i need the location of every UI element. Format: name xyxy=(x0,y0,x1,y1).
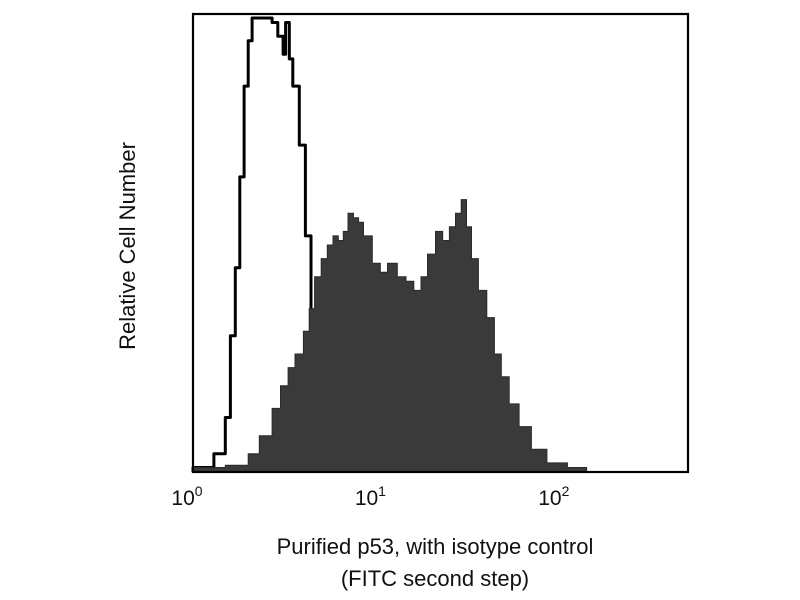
x-tick-label-1: 101 xyxy=(355,483,386,510)
plot-area-border xyxy=(191,12,690,474)
y-axis-title: Relative Cell Number xyxy=(115,142,140,350)
x-axis-title-line-2: (FITC second step) xyxy=(341,566,529,591)
x-tick-exponent-1: 1 xyxy=(378,483,386,499)
p53-histogram-filled xyxy=(192,199,588,473)
x-tick-exponent-0: 0 xyxy=(195,483,203,499)
x-axis-title-line-1: Purified p53, with isotype control xyxy=(277,534,594,559)
x-tick-label-2: 102 xyxy=(538,483,569,510)
x-tick-exponent-2: 2 xyxy=(562,483,570,499)
x-tick-label-0: 100 xyxy=(171,483,202,510)
